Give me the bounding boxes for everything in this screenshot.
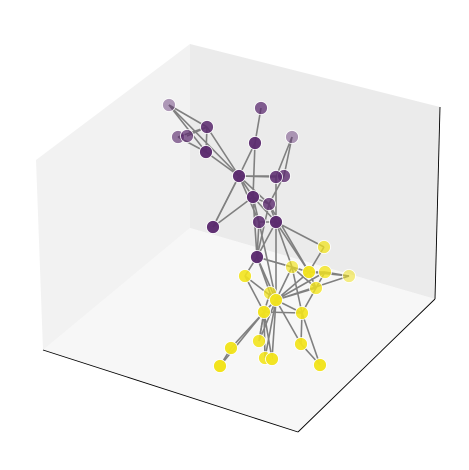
node-0 bbox=[162, 98, 176, 112]
floor-pane bbox=[43, 228, 435, 432]
edge-14-17 bbox=[275, 221, 325, 248]
edge-26-32 bbox=[263, 311, 273, 360]
edge-0-4 bbox=[168, 104, 208, 128]
node-33 bbox=[213, 359, 227, 373]
node-23 bbox=[309, 281, 323, 295]
node-12 bbox=[262, 197, 276, 211]
floor-edge-front-left bbox=[42, 349, 299, 433]
edge-0-7 bbox=[168, 104, 207, 153]
edge-6-11 bbox=[252, 142, 256, 198]
node-20 bbox=[318, 265, 332, 279]
node-4 bbox=[200, 120, 214, 134]
edge-25-32 bbox=[271, 299, 277, 360]
node-26 bbox=[257, 305, 271, 319]
node-29 bbox=[224, 341, 238, 355]
back-pane bbox=[190, 44, 440, 299]
node-9 bbox=[269, 170, 283, 184]
node-30 bbox=[294, 337, 308, 351]
node-15 bbox=[206, 220, 220, 234]
edge-25-31 bbox=[264, 299, 277, 359]
node-16 bbox=[250, 250, 264, 264]
edge-5-9 bbox=[275, 136, 293, 178]
node-17 bbox=[317, 240, 331, 254]
axes-panes bbox=[36, 44, 441, 433]
edge-15-8 bbox=[212, 175, 240, 228]
edge-25-19 bbox=[275, 271, 310, 301]
edge-26-33 bbox=[219, 311, 265, 367]
edge-18-27 bbox=[291, 266, 303, 314]
edge-25-30 bbox=[275, 299, 302, 345]
edge-4-8 bbox=[206, 126, 240, 177]
edge-16-19 bbox=[256, 256, 310, 273]
edge-15-11 bbox=[212, 196, 254, 228]
node-22 bbox=[238, 269, 252, 283]
node-27 bbox=[295, 306, 309, 320]
left-pane bbox=[36, 44, 190, 350]
node-7 bbox=[199, 145, 213, 159]
node-25 bbox=[269, 293, 283, 307]
edge-26-31 bbox=[263, 311, 266, 359]
edge-27-34 bbox=[301, 312, 321, 366]
node-34 bbox=[313, 358, 327, 372]
node-28 bbox=[252, 334, 266, 348]
floor-edge-front-right bbox=[297, 298, 436, 433]
node-14 bbox=[269, 215, 283, 229]
edge-20-25 bbox=[275, 271, 326, 301]
edge-0-8 bbox=[168, 104, 240, 177]
node-32 bbox=[265, 352, 279, 366]
node-19 bbox=[302, 265, 316, 279]
vertical-edge-right bbox=[434, 106, 441, 300]
edge-25-28 bbox=[258, 299, 277, 342]
node-18 bbox=[285, 260, 299, 274]
nodes-layer bbox=[162, 98, 356, 373]
node-6 bbox=[248, 136, 262, 150]
node-1 bbox=[254, 101, 268, 115]
node-11 bbox=[246, 190, 260, 204]
node-21 bbox=[342, 269, 356, 283]
node-13 bbox=[252, 215, 266, 229]
node-5 bbox=[285, 130, 299, 144]
edge-14-18 bbox=[275, 221, 293, 268]
node-8 bbox=[232, 169, 246, 183]
node-3 bbox=[180, 129, 194, 143]
edge-12-16 bbox=[256, 203, 270, 258]
